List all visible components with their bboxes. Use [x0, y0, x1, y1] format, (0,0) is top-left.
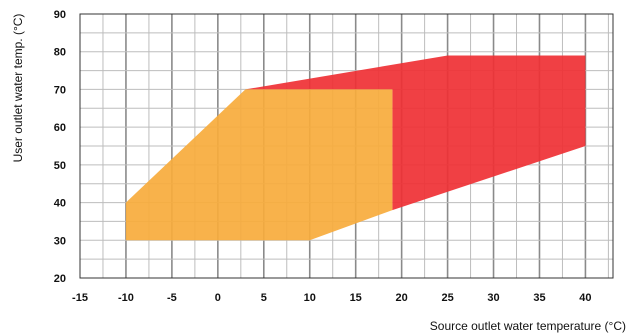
operating-region-red: [245, 55, 586, 211]
x-tick-label: 10: [304, 292, 316, 304]
x-tick-label: 35: [533, 292, 545, 304]
x-tick-label: -10: [118, 292, 134, 304]
y-tick-label: 70: [54, 84, 66, 96]
y-tick-labels: 20 30 40 50 60 70 80 90: [54, 9, 66, 285]
x-axis-title: Source outlet water temperature (°C): [430, 319, 626, 333]
x-tick-label: 40: [579, 292, 591, 304]
x-tick-label: 15: [350, 292, 362, 304]
y-tick-label: 60: [54, 122, 66, 134]
plot-frame: [79, 13, 614, 279]
y-tick-label: 80: [54, 47, 66, 59]
x-tick-label: 20: [396, 292, 408, 304]
operating-region-orange: [125, 89, 393, 241]
x-tick-label: 5: [261, 292, 267, 304]
x-tick-label: -15: [72, 292, 88, 304]
x-tick-labels: -15 -10 -5 0 5 10 15 20 25 30 35 40: [72, 292, 592, 304]
y-tick-label: 40: [54, 198, 66, 210]
x-tick-label: 0: [215, 292, 221, 304]
y-axis-title: User outlet water temp. (°C): [11, 14, 25, 163]
operating-regions: [125, 55, 586, 241]
y-tick-label: 20: [54, 273, 66, 285]
x-tick-label: 30: [487, 292, 499, 304]
y-tick-label: 30: [54, 235, 66, 247]
y-tick-label: 90: [54, 9, 66, 21]
x-tick-label: -5: [167, 292, 177, 304]
y-tick-label: 50: [54, 160, 66, 172]
x-tick-label: 25: [441, 292, 453, 304]
